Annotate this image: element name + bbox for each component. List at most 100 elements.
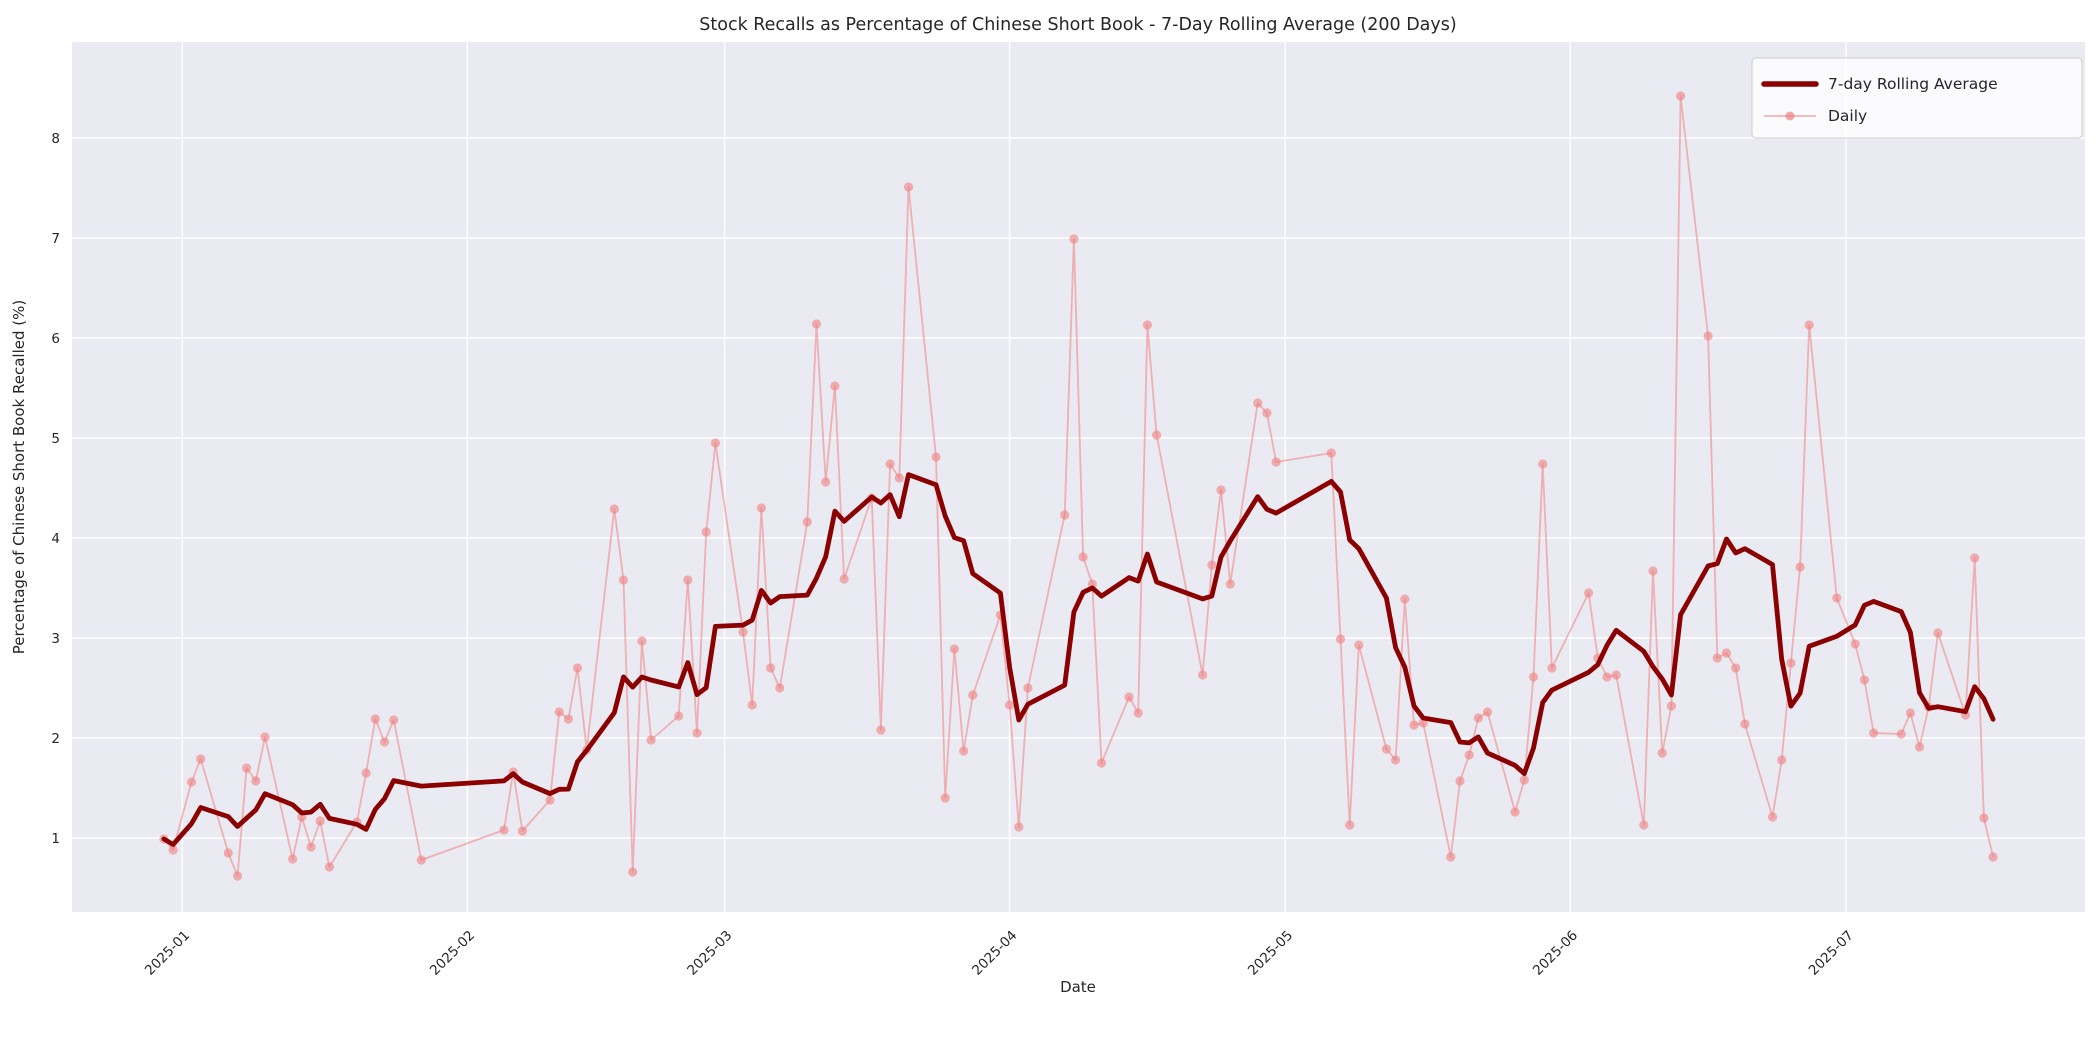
- daily-point: [1648, 566, 1658, 576]
- daily-point: [1602, 672, 1612, 682]
- daily-point: [1804, 320, 1814, 330]
- x-tick-label: 2025-07: [1806, 928, 1857, 979]
- daily-point: [196, 754, 206, 764]
- daily-point: [1262, 408, 1272, 418]
- x-tick-label: 2025-03: [684, 928, 735, 979]
- x-tick-label: 2025-05: [1245, 928, 1296, 979]
- daily-point: [839, 574, 849, 584]
- daily-point: [1639, 820, 1649, 830]
- daily-point: [1391, 755, 1401, 765]
- daily-point: [1455, 776, 1465, 786]
- x-tick-label: 2025-01: [142, 928, 193, 979]
- daily-point: [1859, 675, 1869, 685]
- rolling-average-series: [161, 472, 1996, 847]
- daily-point: [701, 527, 711, 537]
- daily-point: [1905, 708, 1915, 718]
- daily-point: [674, 711, 684, 721]
- daily-point: [1657, 748, 1667, 758]
- x-tick-label: 2025-02: [427, 928, 478, 979]
- y-tick-label: 6: [51, 331, 60, 347]
- daily-point: [1970, 553, 1980, 563]
- x-axis-label: Date: [1060, 978, 1096, 996]
- daily-point: [756, 503, 767, 513]
- daily-point: [1069, 234, 1079, 244]
- x-axis-tick-labels: 2025-01 2025-02 2025-03 2025-04 2025-05 2025-…: [142, 928, 1857, 979]
- daily-point: [738, 627, 748, 637]
- daily-point: [1869, 728, 1879, 738]
- daily-point: [545, 795, 555, 805]
- legend-daily-marker-swatch: [1785, 111, 1795, 121]
- daily-point: [1721, 648, 1732, 658]
- daily-point: [1611, 670, 1621, 680]
- daily-point: [811, 319, 822, 329]
- daily-point: [1538, 459, 1548, 469]
- daily-point: [1731, 663, 1741, 673]
- daily-point: [242, 763, 252, 773]
- daily-point: [1152, 430, 1162, 440]
- y-tick-label: 4: [51, 531, 60, 547]
- daily-point: [563, 714, 574, 724]
- daily-point: [692, 728, 702, 738]
- daily-point: [1832, 593, 1842, 603]
- y-tick-label: 5: [51, 431, 60, 447]
- x-tick-label: 2025-04: [969, 928, 1020, 979]
- x-tick-label: 2025-06: [1530, 928, 1581, 979]
- y-tick-label: 1: [51, 831, 60, 847]
- daily-point: [1712, 653, 1722, 663]
- daily-point: [315, 816, 325, 826]
- daily-point: [1795, 562, 1805, 572]
- daily-point: [416, 855, 426, 865]
- daily-point: [1400, 594, 1410, 604]
- daily-point: [517, 826, 528, 836]
- daily-point: [959, 746, 969, 756]
- y-axis-label: Percentage of Chinese Short Book Recalle…: [10, 300, 28, 654]
- daily-point: [1988, 852, 1998, 862]
- daily-point: [1354, 640, 1364, 650]
- daily-point: [186, 777, 197, 787]
- daily-series: [159, 91, 1998, 881]
- daily-point: [260, 732, 270, 742]
- daily-point: [1381, 744, 1391, 754]
- daily-point: [1023, 683, 1033, 693]
- daily-point: [1510, 807, 1520, 817]
- daily-point: [747, 700, 757, 710]
- daily-point: [683, 575, 693, 585]
- daily-point: [1584, 588, 1594, 598]
- daily-point: [1207, 560, 1217, 570]
- rolling-average-line: [161, 472, 1996, 847]
- y-tick-label: 7: [51, 231, 60, 247]
- daily-point: [1133, 708, 1143, 718]
- daily-point: [251, 776, 261, 786]
- daily-point: [1740, 719, 1750, 729]
- daily-point: [370, 714, 380, 724]
- daily-point: [1473, 713, 1483, 723]
- daily-point: [775, 683, 785, 693]
- daily-point: [637, 636, 647, 646]
- daily-point: [894, 473, 904, 483]
- daily-point: [499, 825, 509, 835]
- daily-point: [710, 438, 721, 448]
- daily-point: [232, 871, 243, 881]
- daily-point: [1464, 750, 1474, 760]
- daily-point: [223, 848, 233, 858]
- daily-point: [1198, 670, 1208, 680]
- daily-point: [903, 182, 914, 192]
- daily-point: [618, 575, 629, 585]
- daily-point: [1326, 448, 1336, 458]
- daily-point: [1519, 775, 1529, 785]
- daily-point: [1096, 758, 1107, 768]
- daily-point: [1896, 729, 1906, 739]
- daily-point: [646, 735, 656, 745]
- daily-point: [876, 725, 886, 735]
- y-tick-label: 2: [51, 731, 60, 747]
- legend-rolling-label: 7-day Rolling Average: [1828, 75, 1998, 93]
- daily-point: [1335, 634, 1346, 644]
- legend-daily-label: Daily: [1828, 107, 1867, 125]
- daily-point: [1547, 663, 1557, 673]
- daily-point: [1216, 485, 1226, 495]
- y-axis-tick-labels: 1 2 3 4 5 6 7 8: [51, 131, 60, 847]
- daily-point: [1767, 812, 1778, 822]
- daily-point: [940, 793, 950, 803]
- daily-point: [628, 867, 638, 877]
